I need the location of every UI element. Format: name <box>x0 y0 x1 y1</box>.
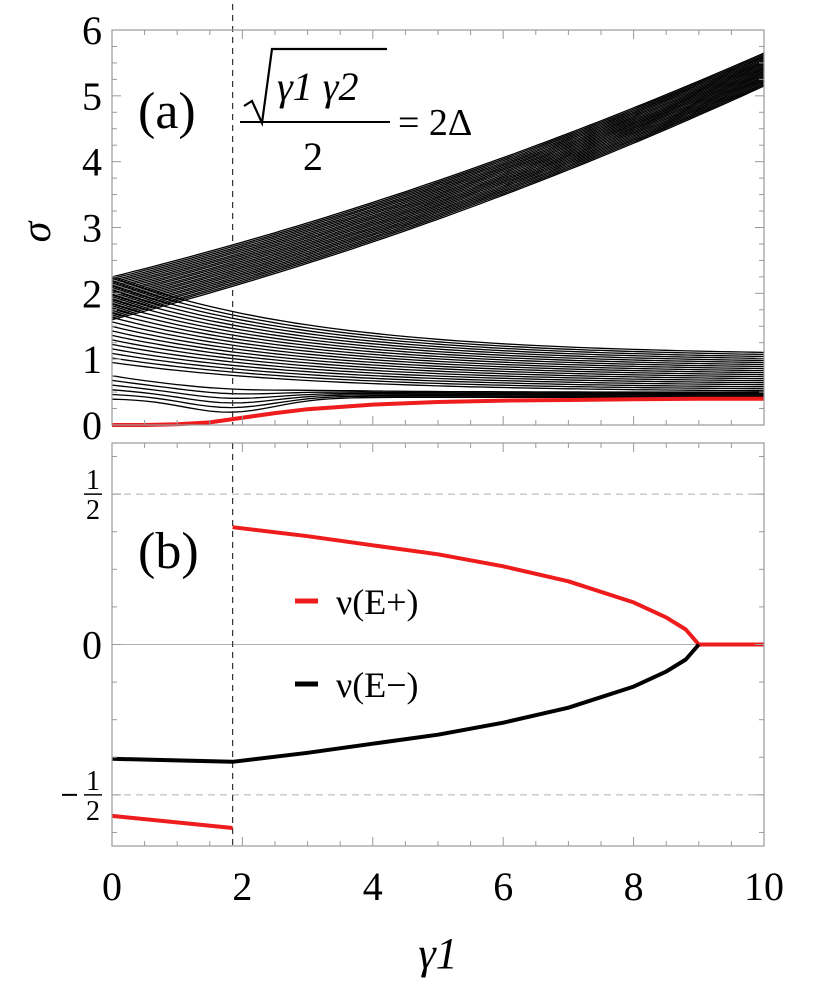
fraction-numerator: 1 <box>86 766 100 797</box>
upper-band-curve-21 <box>111 56 765 283</box>
panel-a-frame <box>111 29 765 426</box>
middle-band-curve-0 <box>111 361 765 392</box>
middle-band-curve-17 <box>111 285 765 358</box>
panel-b-frame <box>111 442 765 847</box>
legend: ν(E+) ν(E−) <box>295 582 419 705</box>
fraction-denominator: 2 <box>86 796 100 827</box>
x-tick-label: 4 <box>363 864 383 909</box>
x-tick-label: 10 <box>744 864 784 909</box>
middle-band-curve-8 <box>111 325 765 376</box>
y-tick-label: 3 <box>82 206 102 251</box>
fraction-numerator: 1 <box>86 465 100 496</box>
y-tick-label: 1 <box>82 337 102 382</box>
fraction-denominator: 2 <box>86 495 100 526</box>
lower-band-curve-4 <box>111 379 764 395</box>
middle-band-curve-7 <box>111 330 765 378</box>
upper-band-curve-10 <box>111 71 765 303</box>
nu-e-plus-segment-1 <box>232 525 701 646</box>
middle-band-curve-3 <box>111 348 765 386</box>
panel-b-label: (b) <box>138 523 199 580</box>
upper-band-curve-16 <box>111 63 765 292</box>
x-tick-labels: 0 2 4 6 8 10 <box>102 864 784 909</box>
upper-band-curve-11 <box>111 70 765 301</box>
panel-a: 0 1 2 3 4 5 6 (a) γ1 γ2 2 = 2Δ σ <box>14 4 765 448</box>
upper-band-curve-12 <box>111 68 765 299</box>
middle-band-curve-19 <box>111 276 765 354</box>
upper-band-curve-4 <box>111 79 765 314</box>
upper-band-curve-2 <box>111 82 765 317</box>
lower-band-curve-5 <box>111 375 764 393</box>
nu-e-plus-segment-0 <box>111 813 233 830</box>
panel-a-y-tick-labels: 0 1 2 3 4 5 6 <box>82 8 102 448</box>
lower-band-curve-2 <box>111 389 764 404</box>
upper-band-curve-19 <box>111 59 765 287</box>
legend-label-nu-e-plus: ν(E+) <box>336 582 419 622</box>
upper-band-curve-0 <box>111 85 765 321</box>
upper-band-curve-23 <box>111 53 765 280</box>
legend-label-nu-e-minus: ν(E−) <box>336 665 419 705</box>
middle-band-curve-15 <box>111 294 765 362</box>
lower-band-curve-3 <box>111 384 764 399</box>
middle-band-curve-12 <box>111 307 765 368</box>
upper-band-curve-13 <box>111 67 765 298</box>
formula-denominator: 2 <box>303 134 323 179</box>
y-tick-label: 4 <box>82 140 102 185</box>
middle-band-curve-16 <box>111 289 765 360</box>
panel-a-highlight <box>112 396 764 427</box>
y-tick-label-zero: 0 <box>82 623 102 668</box>
upper-band-curve-8 <box>111 74 765 307</box>
middle-band-curve-14 <box>111 298 765 364</box>
highlight-curve <box>112 396 764 427</box>
formula-rhs: = 2Δ <box>398 102 472 144</box>
middle-band-curve-9 <box>111 321 765 374</box>
middle-band-curve-5 <box>111 339 765 382</box>
middle-band-curve-1 <box>111 357 765 390</box>
y-tick-label-minus-half: 12 <box>62 766 102 827</box>
upper-band-curve-9 <box>111 73 765 305</box>
upper-band-curve-6 <box>111 77 765 310</box>
panel-b-ticks <box>111 443 765 846</box>
upper-band-curve-15 <box>111 64 765 294</box>
upper-band-curve-17 <box>111 62 765 291</box>
y-tick-label: 2 <box>82 271 102 316</box>
formula-numerator: γ1 γ2 <box>277 64 359 109</box>
x-tick-label: 6 <box>493 864 513 909</box>
middle-band-curve-6 <box>111 334 765 380</box>
nu-e-minus-segment-0 <box>111 643 701 764</box>
middle-band-curve-18 <box>111 280 765 356</box>
middle-band-curve-13 <box>111 303 765 366</box>
x-tick-label: 0 <box>102 864 122 909</box>
y-tick-label-half: 12 <box>84 465 102 526</box>
x-tick-label: 8 <box>624 864 644 909</box>
lower-band-curve-1 <box>111 393 764 409</box>
y-tick-label: 6 <box>82 8 102 53</box>
upper-band-curve-18 <box>111 60 765 289</box>
middle-band-curve-10 <box>111 316 765 372</box>
x-axis-label: γ1 <box>418 929 457 978</box>
panel-a-curves <box>111 52 765 413</box>
upper-band-curve-7 <box>111 75 765 308</box>
y-tick-label: 5 <box>82 74 102 119</box>
upper-band-curve-5 <box>111 78 765 312</box>
upper-band-curve-20 <box>111 57 765 285</box>
y-tick-label: 0 <box>82 403 102 448</box>
panel-a-label: (a) <box>138 83 196 140</box>
middle-band-curve-11 <box>111 312 765 370</box>
panel-b-curves <box>111 525 764 830</box>
panel-b-reference-lines <box>112 493 764 796</box>
middle-band-curve-4 <box>111 343 765 384</box>
panel-a-ylabel: σ <box>14 219 60 242</box>
x-tick-label: 2 <box>232 864 252 909</box>
panel-a-formula: γ1 γ2 2 = 2Δ <box>240 47 472 179</box>
middle-band-curve-2 <box>111 352 764 388</box>
upper-band-curve-3 <box>111 81 765 315</box>
upper-band-curve-14 <box>111 66 765 296</box>
upper-band-curve-24 <box>111 52 765 278</box>
upper-band-curve-1 <box>111 84 765 319</box>
upper-band-curve-22 <box>111 55 765 282</box>
